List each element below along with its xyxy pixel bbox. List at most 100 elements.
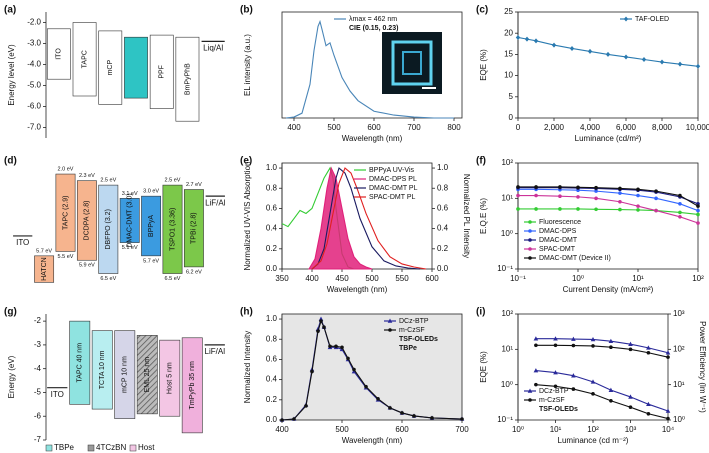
y-tick-label: 0.2 <box>266 244 278 253</box>
y-tick-label: -2 <box>34 316 42 325</box>
marker <box>551 42 557 48</box>
y-axis-label: EQE (%) <box>479 49 488 81</box>
line <box>518 188 699 212</box>
layer-name: DMAC-DMT (3.0) <box>127 193 134 247</box>
x-tick-label: 0 <box>516 123 521 132</box>
y-tick-label: 10⁻¹ <box>497 264 513 273</box>
x-tick-label: 600 <box>367 123 381 132</box>
marker <box>515 34 521 40</box>
layer-name: DCDPA (2.8) <box>84 201 91 241</box>
layer <box>114 330 136 419</box>
marker <box>618 186 622 191</box>
panel-label: (d) <box>4 156 17 167</box>
layer <box>46 28 71 80</box>
plot-frame <box>517 162 699 270</box>
layer-name: TmPyPb 35 nm <box>189 361 196 409</box>
legend-marker <box>528 398 532 402</box>
area <box>308 166 373 270</box>
x-tick-label: 10² <box>587 425 599 434</box>
y-tick-label: 1.0 <box>266 163 278 172</box>
y-tick-label: 0.4 <box>266 375 278 384</box>
marker <box>678 193 682 198</box>
legend-label: Fluorescence <box>539 219 581 226</box>
plot-frame <box>517 313 669 421</box>
legend-marker <box>528 229 532 233</box>
panel-label: (e) <box>240 156 252 167</box>
x-tick-label: 500 <box>335 425 349 434</box>
layer-name: BPPyA <box>148 215 155 238</box>
x-tick-label: 800 <box>447 123 461 132</box>
marker <box>400 411 404 415</box>
marker <box>376 397 380 401</box>
legend-label: BPPyA UV-Vis <box>369 167 415 174</box>
x-tick-label: 10³ <box>625 425 637 434</box>
marker <box>696 212 700 217</box>
legend-label: DMAC-DPS PL <box>369 176 417 183</box>
layer <box>76 180 97 261</box>
marker <box>678 202 682 206</box>
marker <box>553 343 558 348</box>
line <box>535 370 669 412</box>
layer-name: mCP <box>107 60 114 76</box>
layer <box>136 335 158 415</box>
marker <box>677 61 683 67</box>
line <box>517 36 699 67</box>
marker <box>533 336 539 341</box>
level-label: 2.5 eV <box>165 178 181 184</box>
marker <box>553 336 558 341</box>
marker <box>605 51 611 57</box>
legend-label: DCz-BTP <box>539 388 569 395</box>
layer <box>181 337 203 434</box>
x-tick-label: 10⁻¹ <box>510 274 526 283</box>
x-tick-label: 10⁴ <box>662 425 675 434</box>
marker <box>623 54 629 60</box>
annotation: TBPe <box>399 345 417 352</box>
marker <box>571 373 576 378</box>
level-label: 2.5 eV <box>100 178 116 184</box>
y-axis-label: EL intensity (a.u.) <box>243 34 252 96</box>
layer-name: BmPyPhB <box>184 63 191 95</box>
x-tick-label: 2,000 <box>544 123 565 132</box>
y2-tick-label: 0.2 <box>437 244 449 253</box>
legend-label: SPAC-DMT <box>539 246 576 253</box>
level-label: 3.1 eV <box>122 191 138 197</box>
marker <box>646 401 651 407</box>
layer-name: LiF/Al <box>205 198 226 207</box>
marker <box>534 185 538 189</box>
marker <box>594 207 598 212</box>
marker <box>292 417 296 421</box>
line <box>535 338 669 354</box>
y-axis-label: Normalized UV-VIS Absorption <box>243 162 252 271</box>
marker <box>280 418 284 422</box>
marker <box>678 210 682 215</box>
marker <box>553 384 558 389</box>
layer <box>162 184 183 274</box>
x-axis-label: Wavelength (nm) <box>342 134 403 143</box>
legend-swatch <box>87 444 95 452</box>
layer <box>183 189 204 268</box>
marker <box>571 387 576 391</box>
marker <box>334 344 338 349</box>
marker <box>618 199 622 204</box>
y-tick-label: 0.6 <box>266 204 278 213</box>
level-label: 6.5 eV <box>100 276 116 282</box>
marker <box>590 379 596 384</box>
x-tick-label: 600 <box>395 425 409 434</box>
marker <box>322 325 326 329</box>
layer <box>98 184 119 274</box>
x-tick-label: 6,000 <box>616 123 637 132</box>
y-tick-label: 10⁰ <box>501 380 513 389</box>
marker <box>654 196 658 201</box>
x-tick-label: 400 <box>305 274 319 283</box>
y-tick-label: 0.0 <box>266 415 278 424</box>
legend-label: DMAC-DMT (Device II) <box>539 255 611 262</box>
layer-name: mCP 10 nm <box>122 356 129 393</box>
line <box>518 194 699 224</box>
legend-swatch <box>45 444 53 452</box>
layer <box>69 320 91 405</box>
layer <box>55 173 76 252</box>
panel-label: (a) <box>4 5 16 16</box>
marker <box>666 355 670 359</box>
y-tick-label: 10⁻¹ <box>497 415 513 424</box>
marker <box>591 392 595 396</box>
